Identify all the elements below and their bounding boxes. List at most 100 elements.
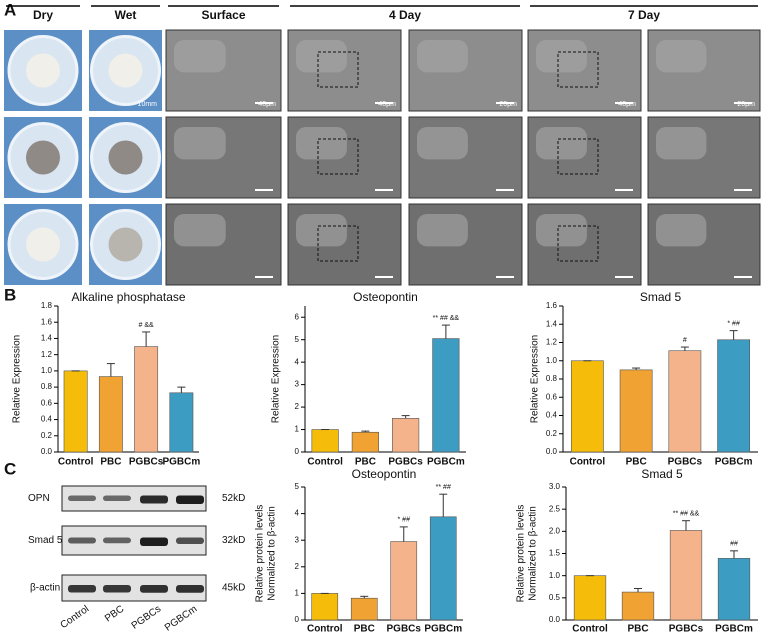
bar [134,346,159,453]
size-label: 45kD [222,583,245,594]
chart: Osteopontin Relative Expression 0 1 2 3 4 5 6 Con… [271,290,466,468]
scaffold [26,53,60,88]
bar [98,376,123,453]
panel-letter: C [4,459,16,478]
chart-title: Osteopontin [352,467,417,481]
bar [429,516,457,621]
x-tick-label: PGBCm [715,624,753,635]
scale-label: 20μm [737,101,755,108]
y-tick-label: 0.5 [549,593,561,602]
chart: Osteopontin Relative protein levels Normal… [255,467,463,635]
scaffold [26,140,60,175]
x-tick-label: Control [570,457,606,468]
band [68,537,96,544]
bar [169,392,194,453]
scaffold [108,53,143,88]
protein-label: Smad 5 [28,535,63,546]
bar [392,418,420,453]
panel-letter: A [4,0,16,19]
y-tick-label: 1.4 [546,319,558,328]
panel-letter: B [4,285,16,304]
x-tick-label: PGBCm [715,457,753,468]
bar [350,597,378,621]
y-tick-label: 1.6 [41,317,53,326]
zoom-box [557,138,599,175]
y-axis-label: Relative Expression [530,335,541,423]
band [103,585,131,593]
sem-texture [417,127,468,160]
sem-texture [174,214,226,247]
y-tick-label: 0 [295,615,300,624]
significance-label: # [683,337,687,344]
band [176,495,204,504]
lane-label: PBC [103,604,126,625]
chart: Smad 5 Relative Expression 0.0 0.2 0.4 0.6 0.8… [530,290,758,468]
significance-label: # && [139,322,155,329]
y-tick-label: 0.0 [41,447,53,456]
y-tick-label: 0 [295,447,300,456]
band [103,537,131,544]
y-tick-label: 0.4 [41,415,53,424]
band [176,537,204,544]
y-tick-label: 3 [295,380,300,389]
sem-texture [536,214,587,247]
size-label: 52kD [222,493,245,504]
bar [717,558,751,621]
bar [619,369,653,453]
column-header: Dry [33,8,53,22]
sem-texture [174,40,226,73]
chart: Alkaline phosphatase Relative Expression 0… [12,290,201,467]
x-tick-label: PBC [354,624,375,635]
bar [351,431,379,453]
y-tick-label: 1.6 [546,301,558,310]
bar [668,350,702,453]
column-header: Surface [201,8,245,22]
zoom-box [317,225,359,262]
chart-title: Alkaline phosphatase [71,290,185,304]
bar [570,360,604,453]
sem-texture [656,127,707,160]
y-tick-label: 0.4 [546,411,558,420]
lane-label: PGBCs [130,604,164,632]
sem-texture [174,127,226,160]
x-tick-label: PGBCm [427,457,465,468]
x-tick-label: Control [307,624,343,635]
y-tick-label: 6 [295,312,300,321]
y-tick-label: 1.8 [41,301,53,310]
sem-texture [536,40,587,73]
significance-label: * ## [727,320,740,327]
x-tick-label: PGBCs [387,624,422,635]
y-tick-label: 1.5 [549,549,561,558]
y-tick-label: 1.0 [546,356,558,365]
y-tick-label: 2.0 [549,526,561,535]
x-tick-label: PBC [627,624,648,635]
significance-label: * ## [398,517,411,524]
chart-title: Smad 5 [640,290,682,304]
y-tick-label: 4 [295,509,300,518]
y-tick-label: 0.8 [41,382,53,391]
scale-label: 20μm [499,101,517,108]
x-tick-label: Control [572,624,608,635]
zoom-box [557,51,599,88]
y-tick-label: 0.6 [41,398,53,407]
y-tick-label: 2 [295,562,300,571]
y-tick-label: 3.0 [549,482,561,491]
y-tick-label: 0.2 [41,431,53,440]
chart: Smad 5 Relative protein levels Normalized … [516,467,758,635]
significance-label: ** ## && [433,315,460,322]
bar [63,370,88,453]
sem-texture [656,214,707,247]
y-tick-label: 0.8 [546,374,558,383]
band [103,495,131,501]
y-tick-label: 0.2 [546,429,558,438]
column-header: 7 Day [628,8,660,22]
protein-label: β-actin [30,583,60,594]
y-axis-label: Relative Expression [271,335,282,423]
y-tick-label: 5 [295,335,300,344]
significance-label: ## [730,541,738,548]
band [140,585,168,593]
column-header: Wet [115,8,137,22]
chart-title: Smad 5 [641,467,683,481]
